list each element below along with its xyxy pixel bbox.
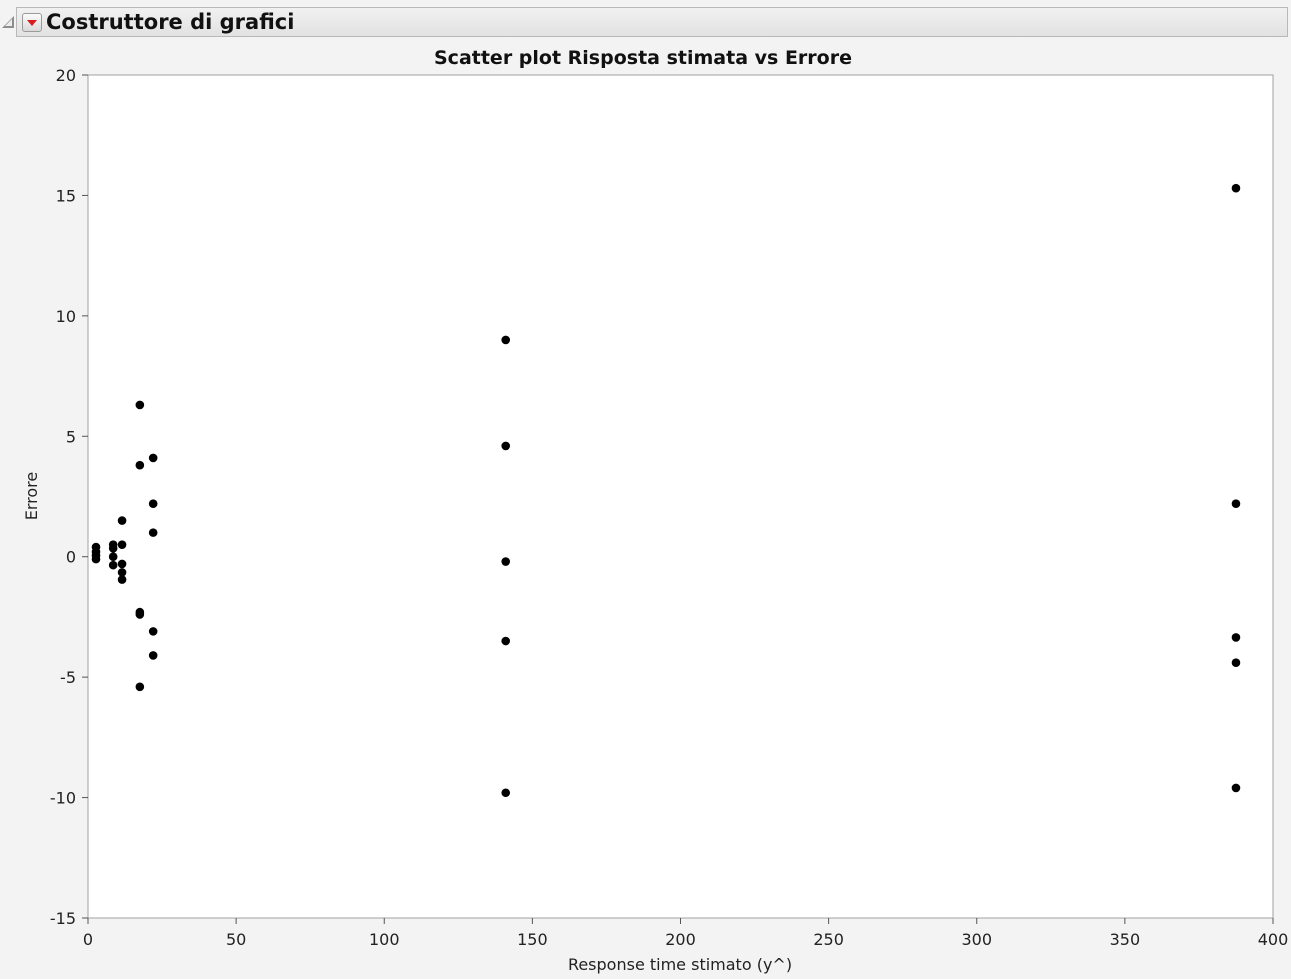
data-point[interactable] — [135, 400, 145, 410]
data-point[interactable] — [135, 610, 145, 619]
data-point[interactable] — [108, 543, 118, 553]
red-triangle-menu-icon[interactable] — [22, 13, 42, 32]
disclosure-triangle-icon[interactable] — [2, 16, 14, 28]
data-point[interactable] — [117, 568, 127, 577]
x-tick-label: 200 — [665, 930, 696, 949]
outline-title: Costruttore di grafici — [46, 10, 295, 34]
data-point[interactable] — [117, 516, 127, 525]
data-point[interactable] — [501, 557, 511, 566]
y-tick-label: -10 — [50, 789, 76, 808]
data-point[interactable] — [1231, 658, 1241, 667]
data-point[interactable] — [148, 627, 158, 636]
y-tick-label: 0 — [66, 548, 76, 567]
x-tick-label: 100 — [369, 930, 400, 949]
x-tick-label: 350 — [1110, 930, 1141, 949]
data-point[interactable] — [117, 540, 127, 549]
data-point[interactable] — [1231, 499, 1241, 509]
data-points — [91, 183, 1241, 798]
data-point[interactable] — [135, 682, 145, 692]
x-axis-title: Response time stimato (y^) — [568, 955, 792, 974]
y-tick-label: -15 — [50, 909, 76, 928]
data-point[interactable] — [501, 788, 511, 798]
data-point[interactable] — [117, 575, 127, 584]
x-tick-label: 50 — [226, 930, 246, 949]
plot-area[interactable] — [87, 74, 1274, 919]
data-point[interactable] — [135, 460, 145, 470]
x-tick-label: 300 — [961, 930, 992, 949]
outline-header — [16, 7, 1288, 37]
data-point[interactable] — [117, 559, 127, 569]
x-tick-label: 0 — [83, 930, 93, 949]
y-tick-label: 5 — [66, 427, 76, 446]
data-point[interactable] — [148, 453, 158, 463]
data-point[interactable] — [91, 554, 101, 564]
data-point[interactable] — [1231, 183, 1241, 193]
x-tick-label: 400 — [1258, 930, 1289, 949]
data-point[interactable] — [148, 499, 158, 509]
data-point[interactable] — [148, 651, 158, 660]
x-axis: 0 50 100 150 200 250 300 350 400 — [83, 918, 1288, 949]
y-tick-label: -5 — [60, 668, 76, 687]
y-tick-label: 10 — [56, 307, 76, 326]
data-point[interactable] — [1231, 783, 1241, 793]
data-point[interactable] — [501, 335, 511, 345]
y-axis: -15 -10 -5 0 5 10 15 20 — [50, 66, 88, 928]
data-point[interactable] — [501, 441, 511, 451]
data-point[interactable] — [108, 552, 118, 562]
data-point[interactable] — [148, 528, 158, 537]
y-tick-label: 20 — [56, 66, 76, 85]
chart-title: Scatter plot Risposta stimata vs Errore — [434, 47, 852, 69]
data-point[interactable] — [108, 560, 118, 570]
x-tick-label: 250 — [813, 930, 844, 949]
x-tick-label: 150 — [517, 930, 548, 949]
y-tick-label: 15 — [56, 186, 76, 205]
data-point[interactable] — [1231, 633, 1241, 642]
y-axis-title: Errore — [22, 472, 41, 521]
data-point[interactable] — [501, 636, 511, 646]
